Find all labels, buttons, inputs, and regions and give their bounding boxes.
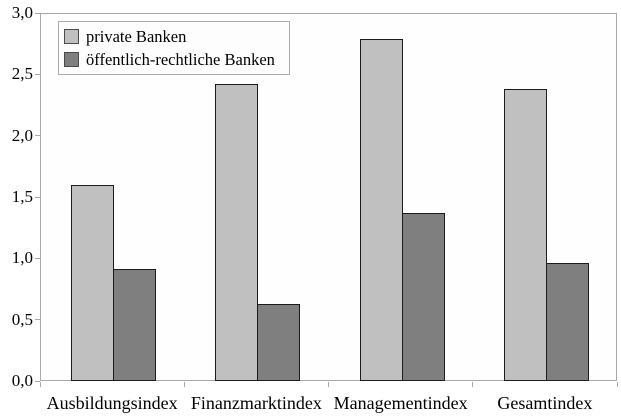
- bar-private-banken-ausbildungsindex: [71, 185, 114, 381]
- x-axis-label-finanzmarktindex: Finanzmarktindex: [190, 393, 322, 413]
- y-tick-mark: [35, 135, 40, 137]
- legend-item-private-banken: private Banken: [64, 25, 287, 48]
- x-axis-label-gesamtindex: Gesamtindex: [497, 393, 593, 413]
- y-tick-label: 3,0: [11, 3, 33, 22]
- x-tick-mark: [39, 382, 41, 387]
- x-tick-mark: [328, 382, 329, 387]
- legend-swatch-private-banken: [64, 29, 79, 44]
- legend-label-private-banken: private Banken: [86, 26, 187, 46]
- y-tick-label: 1,5: [11, 187, 33, 206]
- y-tick-label: 1,0: [11, 248, 33, 268]
- bar-öffentlich-rechtliche-banken-ausbildungsindex: [113, 269, 156, 381]
- bar-öffentlich-rechtliche-banken-finanzmarktindex: [257, 304, 300, 381]
- x-tick-mark: [472, 382, 474, 387]
- y-tick-mark: [35, 319, 40, 321]
- y-tick-mark: [35, 12, 40, 14]
- bar-private-banken-managementindex: [360, 39, 403, 381]
- y-tick-mark: [35, 380, 40, 382]
- bar-öffentlich-rechtliche-banken-gesamtindex: [546, 263, 589, 381]
- bar-private-banken-finanzmarktindex: [215, 84, 258, 381]
- y-tick-label: 0,5: [11, 309, 33, 329]
- legend-swatch-öffentlich-rechtliche-banken: [64, 52, 79, 67]
- bar-öffentlich-rechtliche-banken-managementindex: [402, 213, 445, 381]
- bar-private-banken-gesamtindex: [504, 89, 547, 381]
- y-tick-label: 2,0: [11, 125, 33, 145]
- y-tick-mark: [35, 73, 40, 75]
- y-tick-mark: [35, 196, 40, 198]
- x-tick-mark: [616, 382, 618, 387]
- y-tick-label: 0,0: [11, 371, 33, 390]
- x-axis-label-managementindex: Managementindex: [333, 393, 468, 413]
- legend-item-öffentlich-rechtliche-banken: öffentlich-rechtliche Banken: [64, 48, 287, 71]
- y-tick-label: 2,5: [11, 64, 33, 84]
- legend: private Banken öffentlich-rechtliche Bank…: [58, 21, 290, 75]
- y-tick-mark: [35, 257, 40, 259]
- x-tick-mark: [183, 382, 185, 387]
- x-axis-label-ausbildungsindex: Ausbildungsindex: [46, 393, 178, 413]
- legend-label-öffentlich-rechtliche-banken: öffentlich-rechtliche Banken: [86, 49, 275, 69]
